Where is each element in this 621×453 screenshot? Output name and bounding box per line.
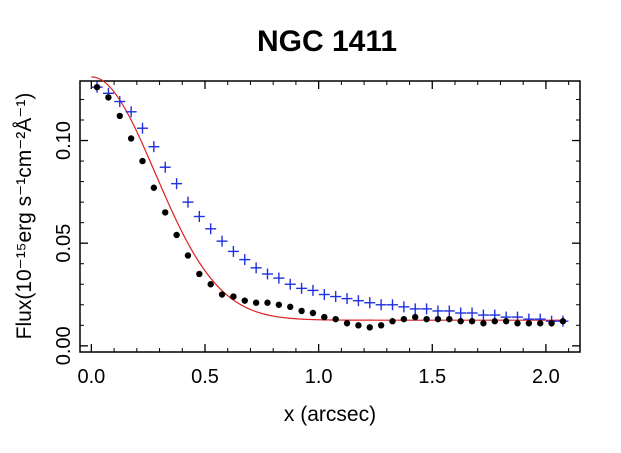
dot-point [287, 303, 294, 311]
dot-point [423, 315, 430, 323]
x-tick-label: 2.0 [532, 366, 560, 388]
dot-point [525, 320, 533, 327]
x-tick-label: 0.5 [191, 366, 219, 388]
cross-point [477, 309, 489, 321]
dot-point [321, 313, 328, 321]
cross-point [125, 106, 137, 118]
dot-point [184, 252, 192, 259]
cross-point [216, 235, 228, 247]
y-tick-label: 0.00 [53, 326, 75, 365]
cross-point [352, 295, 364, 307]
x-axis-label: x (arcsec) [284, 403, 376, 426]
cross-point [387, 299, 398, 311]
dot-point [116, 112, 123, 120]
x-tick-label: 1.0 [305, 366, 333, 388]
cross-point [296, 282, 308, 294]
dot-series [93, 83, 567, 331]
dot-point [457, 318, 464, 325]
dot-point [241, 297, 248, 304]
cross-point [398, 301, 410, 313]
cross-point [273, 272, 285, 284]
cross-point [375, 299, 387, 311]
cross-point [205, 223, 217, 235]
dot-point [480, 320, 487, 327]
dot-point [139, 157, 146, 165]
cross-point [148, 141, 160, 153]
plot-frame [79, 80, 581, 353]
cross-point [159, 161, 171, 173]
cross-point [466, 307, 478, 319]
cross-point [421, 303, 433, 315]
dot-point [252, 299, 260, 306]
dot-point [230, 293, 237, 300]
dot-point [162, 209, 169, 216]
dot-point [559, 318, 567, 325]
cross-point [284, 278, 296, 290]
dot-point [105, 94, 112, 101]
cross-point [409, 303, 421, 315]
dot-point [127, 135, 135, 142]
dot-point [468, 318, 476, 325]
cross-point [114, 96, 126, 108]
fit-curve-group [91, 76, 563, 321]
dot-point [264, 299, 271, 306]
cross-point [250, 262, 262, 274]
y-axis-label: Flux(10⁻¹⁵erg s⁻¹cm⁻²Å⁻¹) [13, 93, 36, 340]
cross-point [227, 245, 239, 257]
dot-point [355, 322, 362, 329]
axis-tick-labels: 0.0 0.5 1.0 1.5 2.0 0.00 0.05 0.10 [53, 121, 560, 388]
dot-point [377, 322, 385, 329]
y-tick-label: 0.05 [53, 224, 75, 263]
dot-point [332, 315, 339, 323]
x-tick-label: 1.5 [418, 366, 446, 388]
cross-point [432, 305, 444, 317]
dot-point [275, 301, 283, 308]
y-tick-label: 0.10 [53, 121, 75, 160]
cross-series [91, 81, 569, 327]
dot-point [412, 313, 419, 321]
dot-point [400, 315, 408, 323]
dot-point [446, 315, 453, 323]
dot-point [207, 281, 214, 288]
cross-point [171, 178, 183, 190]
fit-curve [91, 76, 563, 321]
dot-point [298, 307, 305, 315]
chart-title: NGC 1411 [257, 25, 397, 58]
dot-point [196, 270, 203, 278]
cross-point [307, 284, 319, 296]
dot-point [502, 318, 510, 325]
dot-point [537, 320, 544, 327]
dot-point [366, 324, 373, 331]
cross-point [364, 297, 376, 309]
cross-point [137, 122, 148, 134]
cross-point [443, 305, 455, 317]
dot-point [491, 318, 498, 325]
dot-point [93, 83, 101, 91]
cross-point [182, 196, 194, 208]
cross-point [341, 293, 353, 305]
dot-point [173, 231, 180, 239]
cross-point [455, 307, 467, 319]
cross-point [262, 268, 273, 280]
dot-point [548, 320, 555, 327]
dot-point [434, 315, 442, 323]
dot-point [389, 318, 396, 325]
dot-point [343, 320, 351, 327]
cross-point [318, 289, 330, 301]
dot-point [150, 184, 158, 191]
axis-ticks [80, 81, 580, 352]
dot-point [218, 291, 226, 298]
cross-point [330, 291, 342, 303]
cross-point [193, 211, 205, 222]
cross-point [239, 254, 251, 266]
dot-point [309, 309, 317, 317]
dot-point [514, 320, 521, 327]
x-tick-label: 0.0 [77, 366, 105, 388]
